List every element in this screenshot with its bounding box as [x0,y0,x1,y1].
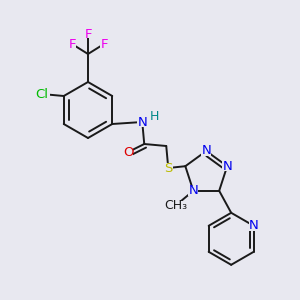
Text: CH₃: CH₃ [164,199,187,212]
Bar [188,186,198,196]
Text: N: N [188,184,198,197]
Bar [123,147,133,157]
Bar [84,30,92,38]
Text: F: F [84,28,92,40]
Text: O: O [123,146,134,158]
Bar [164,201,186,211]
Bar [137,117,147,127]
Bar [201,146,211,156]
Bar [34,89,50,99]
Text: F: F [68,38,76,50]
Text: N: N [201,145,211,158]
Bar [163,163,173,173]
Bar [222,161,232,171]
Bar [68,40,76,48]
Text: N: N [137,116,147,128]
Text: F: F [100,38,108,50]
Text: N: N [249,219,259,232]
Text: H: H [150,110,159,122]
Bar [249,221,259,231]
Text: S: S [164,161,172,175]
Text: N: N [222,160,232,173]
Bar [100,40,108,48]
Text: Cl: Cl [35,88,48,100]
